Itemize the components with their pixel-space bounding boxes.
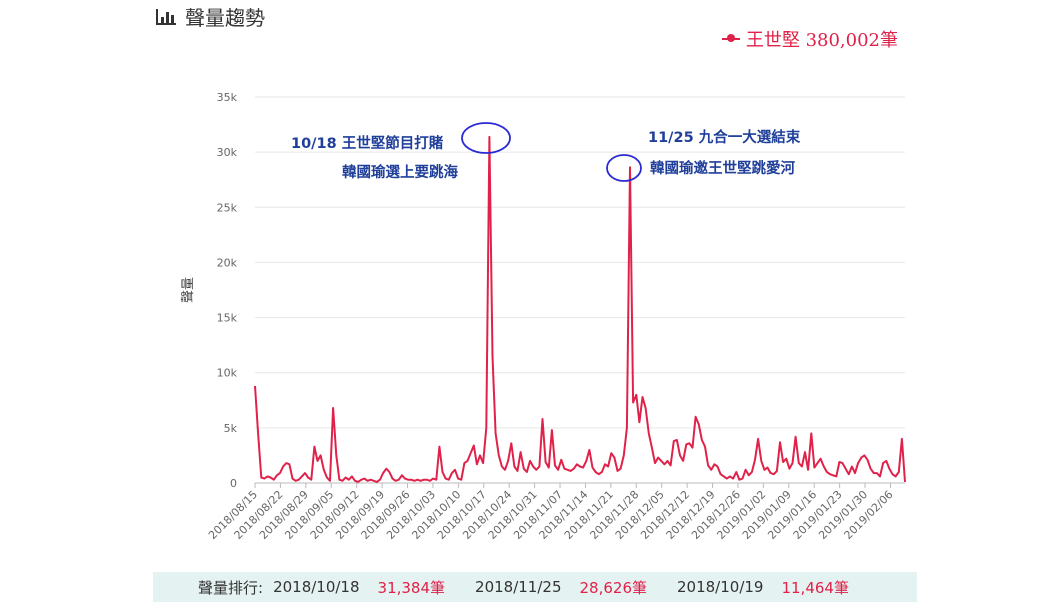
chart-series (254, 135, 906, 483)
annotation-1-circle (461, 122, 511, 154)
legend-label: 王世堅 380,002筆 (745, 30, 898, 51)
annotation-2-circle (606, 154, 642, 182)
ranking-value-1: 31,384筆 (377, 578, 446, 597)
y-axis-ticks: 0 5k 10k 15k 20k 25k 30k 35k (217, 91, 238, 490)
ranking-bar: 聲量排行: 2018/10/18 31,384筆 2018/11/25 28,6… (153, 572, 917, 602)
chart-legend[interactable]: 王世堅 380,002筆 (721, 26, 898, 52)
ranking-date-3: 2018/10/19 (677, 578, 764, 596)
legend-marker-icon (721, 34, 740, 42)
annotation-1-line1: 10/18 王世堅節目打賭 (291, 134, 444, 152)
ranking-value-3: 11,464筆 (781, 578, 849, 597)
series-line-王世堅[interactable] (254, 135, 906, 483)
y-tick-label: 30k (217, 146, 238, 159)
ranking-date-2: 2018/11/25 (475, 578, 562, 596)
ranking-value-2: 28,626筆 (579, 578, 648, 597)
ranking-date-1: 2018/10/18 (273, 578, 360, 596)
y-tick-label: 35k (217, 91, 238, 104)
ranking-label: 聲量排行: (198, 578, 264, 597)
y-tick-label: 0 (230, 477, 237, 490)
annotation-2-line2: 韓國瑜邀王世堅跳愛河 (650, 159, 795, 177)
y-axis-label: 聲量 (180, 277, 196, 303)
annotation-1-line2: 韓國瑜選上要跳海 (342, 163, 458, 181)
y-tick-label: 10k (217, 367, 238, 380)
chart-grid (255, 96, 905, 484)
y-tick-label: 25k (217, 201, 238, 214)
y-tick-label: 15k (217, 312, 238, 325)
chart-title: 聲量趨勢 (185, 6, 265, 30)
y-tick-label: 20k (217, 256, 238, 269)
bar-chart-icon (156, 8, 176, 25)
annotation-2-line1: 11/25 九合一大選結束 (648, 128, 801, 146)
y-tick-label: 5k (224, 422, 238, 435)
chart-header: 聲量趨勢 (155, 2, 265, 31)
line-chart: 0 5k 10k 15k 20k 25k 30k 35k 2018/08/152018/08/… (180, 91, 906, 542)
x-axis: 2018/08/152018/08/222018/08/292018/09/05… (206, 483, 896, 542)
